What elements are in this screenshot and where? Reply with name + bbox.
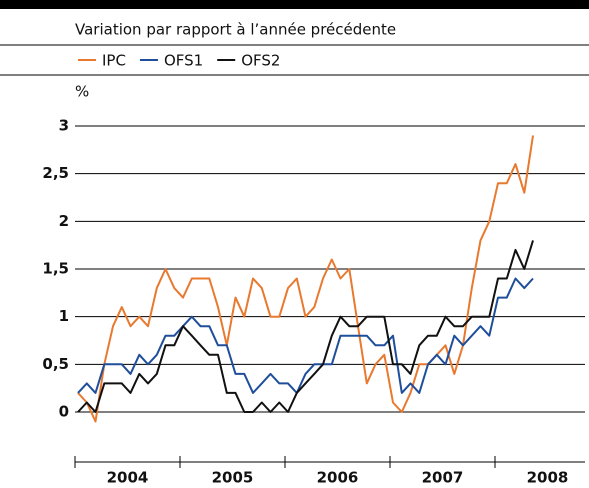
y-tick-label: 3 [59, 117, 69, 135]
legend-label: OFS2 [241, 52, 280, 70]
series-line [77, 135, 534, 423]
y-tick-label: 1,5 [42, 260, 69, 278]
y-tick-label: 2,5 [42, 164, 69, 182]
x-tick-label: 2007 [422, 469, 464, 487]
series-line [77, 277, 534, 394]
x-tick-label: 2004 [107, 469, 149, 487]
x-tick-label: 2005 [212, 469, 254, 487]
chart-subtitle: Variation par rapport à l’année précéden… [75, 21, 396, 39]
y-tick-label: 2 [59, 212, 69, 230]
legend: IPC OFS1 OFS2 [78, 52, 280, 70]
y-unit: % [75, 83, 89, 101]
x-tick-label: 2006 [317, 469, 359, 487]
y-tick-label: 0 [59, 403, 69, 421]
series-line [77, 240, 534, 413]
x-tick-label: 2008 [527, 469, 569, 487]
y-tick-label: 1 [59, 307, 69, 325]
legend-label: OFS1 [164, 52, 203, 70]
top-bar [0, 0, 589, 9]
legend-label: IPC [102, 52, 126, 70]
y-tick-label: 0,5 [42, 355, 69, 373]
